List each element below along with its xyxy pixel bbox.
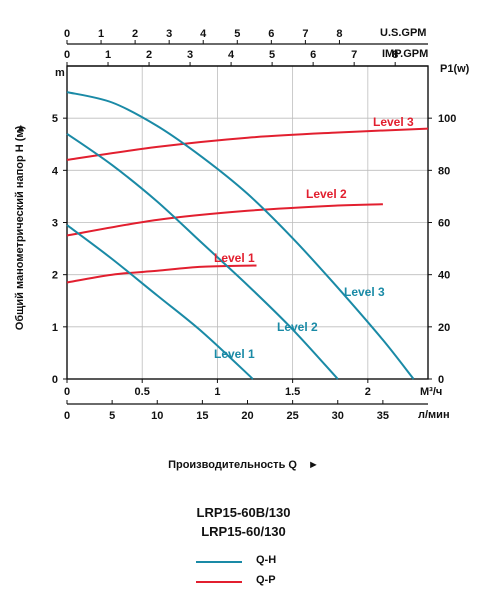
- tick-label-h: 1: [52, 322, 58, 334]
- tick-label-p: 20: [438, 322, 450, 334]
- tick-label-us-gpm: 8: [336, 28, 342, 40]
- legend-label-qp: Q-P: [256, 574, 276, 586]
- tick-label-m3h: 2: [365, 386, 371, 398]
- tick-label-lmin: 0: [64, 410, 70, 422]
- model-name-2: LRP15-60/130: [201, 524, 286, 539]
- tick-label-h: 0: [52, 374, 58, 386]
- legend-swatch-qp: [196, 581, 242, 583]
- tick-label-lmin: 20: [241, 410, 253, 422]
- qh-series-label: Level 2: [277, 320, 318, 334]
- tick-label-imp-gpm: 3: [187, 49, 193, 61]
- x-axis-title-row: Производительность Q ►: [0, 459, 487, 471]
- tick-label-imp-gpm: 7: [351, 49, 357, 61]
- m-unit-label: m: [55, 67, 65, 79]
- tick-label-p: 80: [438, 165, 450, 177]
- m3h-axis-label: M³/ч: [420, 386, 442, 398]
- qh-series-label: Level 1: [214, 347, 255, 361]
- tick-label-us-gpm: 7: [302, 28, 308, 40]
- chart-curves: [66, 91, 429, 380]
- qp-curve-level-1: [66, 264, 257, 284]
- legend-item-qh: Q-H: [196, 554, 336, 570]
- tick-label-h: 4: [52, 165, 59, 177]
- y-axis-arrow: ►: [15, 123, 27, 134]
- tick-label-us-gpm: 0: [64, 28, 70, 40]
- y-axis-title: Общий манометрический напор H (м): [14, 125, 26, 330]
- tick-label-imp-gpm: 5: [269, 49, 275, 61]
- tick-label-imp-gpm: 4: [228, 49, 235, 61]
- qp-series-label: Level 2: [306, 187, 347, 201]
- tick-label-imp-gpm: 0: [64, 49, 70, 61]
- tick-label-us-gpm: 2: [132, 28, 138, 40]
- x-axis-title: Производительность Q: [168, 459, 297, 471]
- p1-axis-label: P1(w): [440, 63, 470, 75]
- tick-label-lmin: 25: [287, 410, 299, 422]
- qp-curve-level-2: [66, 203, 383, 237]
- tick-label-m3h: 0.5: [135, 386, 150, 398]
- tick-label-lmin: 15: [196, 410, 208, 422]
- legend-label-qh: Q-H: [256, 554, 277, 566]
- tick-label-p: 100: [438, 113, 456, 125]
- tick-label-h: 5: [52, 113, 58, 125]
- qp-series-label: Level 3: [373, 115, 414, 129]
- tick-label-imp-gpm: 1: [105, 49, 111, 61]
- legend-item-qp: Q-P: [196, 574, 336, 590]
- chart-grid: [67, 66, 428, 379]
- qh-curve-level-1: [66, 224, 254, 380]
- tick-label-us-gpm: 5: [234, 28, 240, 40]
- qh-series-label: Level 3: [344, 285, 385, 299]
- tick-label-m3h: 1: [214, 386, 220, 398]
- tick-label-h: 3: [52, 218, 58, 230]
- x-axis-arrow: ►: [308, 459, 319, 471]
- tick-label-p: 60: [438, 218, 450, 230]
- tick-label-lmin: 35: [377, 410, 389, 422]
- tick-label-p: 40: [438, 270, 450, 282]
- qh-curve-level-3: [66, 91, 415, 380]
- imp-gpm-axis-label: IMP.GPM: [382, 48, 428, 60]
- tick-label-lmin: 5: [109, 410, 115, 422]
- lmin-axis-label: л/мин: [418, 409, 450, 421]
- tick-label-lmin: 30: [332, 410, 344, 422]
- chart-series-labels: Level 3 Level 2 Level 1 Level 3 Level 2 Level…: [214, 115, 414, 361]
- qp-series-label: Level 1: [214, 251, 255, 265]
- tick-label-imp-gpm: 2: [146, 49, 152, 61]
- model-name-1: LRP15-60B/130: [196, 505, 291, 520]
- tick-label-us-gpm: 6: [268, 28, 274, 40]
- tick-label-us-gpm: 3: [166, 28, 172, 40]
- legend-swatch-qh: [196, 561, 242, 563]
- tick-label-us-gpm: 1: [98, 28, 104, 40]
- tick-label-lmin: 10: [151, 410, 163, 422]
- tick-label-imp-gpm: 6: [310, 49, 316, 61]
- qp-curve-level-3: [66, 127, 429, 161]
- tick-label-imp-gpm: 8: [392, 49, 398, 61]
- tick-label-us-gpm: 4: [200, 28, 207, 40]
- tick-label-m3h: 1.5: [285, 386, 300, 398]
- tick-label-h: 2: [52, 270, 58, 282]
- qh-curve-level-2: [66, 132, 339, 380]
- tick-label-m3h: 0: [64, 386, 70, 398]
- us-gpm-axis-label: U.S.GPM: [380, 27, 426, 39]
- tick-label-p: 0: [438, 374, 444, 386]
